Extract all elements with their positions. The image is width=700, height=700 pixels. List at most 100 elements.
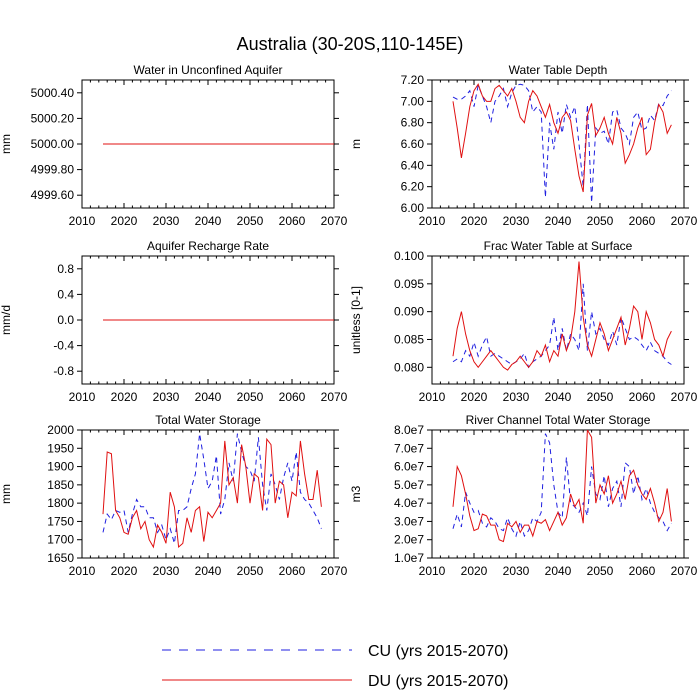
chart-river-channel-total-water-storage-title: River Channel Total Water Storage <box>466 413 651 427</box>
chart-aquifer-recharge-rate-xtick-label: 2040 <box>195 390 222 404</box>
chart-water-table-depth-ytick-label: 6.40 <box>401 158 425 172</box>
chart-aquifer-recharge-rate-title: Aquifer Recharge Rate <box>147 239 269 253</box>
chart-water-table-depth-ytick-label: 6.00 <box>401 201 425 215</box>
chart-frac-water-table-at-surface-xtick-label: 2050 <box>587 390 614 404</box>
chart-total-water-storage-ytick-label: 1850 <box>47 478 74 492</box>
chart-frac-water-table-at-surface-xtick-label: 2030 <box>503 390 530 404</box>
chart-aquifer-recharge-rate-xtick-label: 2020 <box>111 390 138 404</box>
chart-frac-water-table-at-surface-series-cu <box>452 283 672 369</box>
chart-water-table-depth-frame <box>431 79 685 209</box>
chart-river-channel-total-water-storage-ytick-label: 7.0e7 <box>394 441 424 455</box>
chart-water-table-depth-title: Water Table Depth <box>509 63 608 77</box>
chart-frac-water-table-at-surface-ytick-label: 0.095 <box>394 277 424 291</box>
chart-water-in-unconfined-aquifer-xtick-label: 2040 <box>195 214 222 228</box>
chart-water-in-unconfined-aquifer-xtick-label: 2050 <box>237 214 264 228</box>
chart-water-in-unconfined-aquifer-title: Water in Unconfined Aquifer <box>134 63 283 77</box>
chart-aquifer-recharge-rate-ytick-label: -0.8 <box>53 364 74 378</box>
chart-total-water-storage-ytick-label: 1750 <box>47 514 74 528</box>
chart-river-channel-total-water-storage-ytick-label: 1.0e7 <box>394 551 424 565</box>
legend-du-label: DU (yrs 2015-2070) <box>368 673 509 690</box>
chart-total-water-storage-ytick-label: 1900 <box>47 460 74 474</box>
chart-water-in-unconfined-aquifer-xtick-label: 2010 <box>69 214 96 228</box>
chart-water-table-depth-series-du <box>452 83 672 193</box>
chart-water-table-depth-ytick-label: 6.60 <box>401 137 425 151</box>
chart-water-in-unconfined-aquifer-xtick-label: 2060 <box>279 214 306 228</box>
chart-total-water-storage-ytick-label: 2000 <box>47 423 74 437</box>
chart-aquifer-recharge-rate-xtick-label: 2010 <box>69 390 96 404</box>
legend: CU (yrs 2015-2070) DU (yrs 2015-2070) <box>162 643 509 690</box>
chart-frac-water-table-at-surface-title: Frac Water Table at Surface <box>484 239 633 253</box>
chart-aquifer-recharge-rate-ytick-label: -0.4 <box>53 339 74 353</box>
chart-frac-water-table-at-surface-series-du <box>452 261 672 371</box>
chart-water-in-unconfined-aquifer-ytick-label: 4999.60 <box>31 188 75 202</box>
chart-aquifer-recharge-rate: Aquifer Recharge Rate mm/d 2010 2020 2030 204… <box>0 239 348 404</box>
chart-water-in-unconfined-aquifer-xtick-label: 2030 <box>153 214 180 228</box>
chart-river-channel-total-water-storage-ytick-label: 4.0e7 <box>394 496 424 510</box>
chart-aquifer-recharge-rate-xtick-label: 2030 <box>153 390 180 404</box>
chart-total-water-storage-series-cu <box>102 433 322 544</box>
chart-aquifer-recharge-rate-ytick-label: 0.0 <box>57 313 74 327</box>
chart-frac-water-table-at-surface-ytick-label: 0.085 <box>394 332 424 346</box>
chart-river-channel-total-water-storage-ytick-label: 6.0e7 <box>394 460 424 474</box>
legend-cu-label: CU (yrs 2015-2070) <box>368 643 509 660</box>
chart-river-channel-total-water-storage-xtick-label: 2060 <box>629 564 656 578</box>
chart-water-table-depth-xtick-label: 2030 <box>503 214 530 228</box>
chart-water-table-depth-xtick-label: 2020 <box>461 214 488 228</box>
chart-water-in-unconfined-aquifer-ytick-label: 5000.40 <box>31 86 75 100</box>
chart-total-water-storage-xtick-label: 2050 <box>237 564 264 578</box>
chart-frac-water-table-at-surface-xtick-label: 2060 <box>629 390 656 404</box>
chart-water-table-depth-ylabel: m <box>349 139 363 149</box>
chart-river-channel-total-water-storage-ytick-label: 3.0e7 <box>394 514 424 528</box>
chart-river-channel-total-water-storage-xtick-label: 2050 <box>587 564 614 578</box>
figure-title: Australia (30-20S,110-145E) <box>237 34 464 54</box>
chart-total-water-storage-xtick-label: 2070 <box>321 564 348 578</box>
chart-aquifer-recharge-rate-xtick-label: 2060 <box>279 390 306 404</box>
chart-total-water-storage-xtick-label: 2060 <box>279 564 306 578</box>
chart-total-water-storage-ylabel: mm <box>0 484 13 504</box>
chart-total-water-storage-ytick-label: 1700 <box>47 533 74 547</box>
chart-frac-water-table-at-surface-xtick-label: 2020 <box>461 390 488 404</box>
chart-water-table-depth: Water Table Depth m 2010 2020 2030 2040 2050 20… <box>349 63 698 228</box>
chart-water-table-depth-ytick-label: 6.80 <box>401 116 425 130</box>
chart-total-water-storage-xtick-label: 2040 <box>195 564 222 578</box>
chart-river-channel-total-water-storage-xtick-label: 2020 <box>461 564 488 578</box>
chart-river-channel-total-water-storage-xtick-label: 2040 <box>545 564 572 578</box>
chart-aquifer-recharge-rate-xtick-label: 2070 <box>321 390 348 404</box>
chart-frac-water-table-at-surface-xtick-label: 2040 <box>545 390 572 404</box>
chart-water-table-depth-ytick-label: 7.20 <box>401 73 425 87</box>
chart-water-table-depth-ytick-label: 7.00 <box>401 94 425 108</box>
chart-aquifer-recharge-rate-ylabel: mm/d <box>0 305 13 335</box>
chart-water-table-depth-xtick-label: 2070 <box>671 214 698 228</box>
chart-frac-water-table-at-surface-frame <box>431 255 685 385</box>
chart-aquifer-recharge-rate-ytick-label: 0.4 <box>57 287 74 301</box>
chart-frac-water-table-at-surface-ytick-label: 0.080 <box>394 360 424 374</box>
chart-water-in-unconfined-aquifer-xtick-label: 2070 <box>321 214 348 228</box>
chart-total-water-storage-ytick-label: 1800 <box>47 496 74 510</box>
chart-frac-water-table-at-surface: Frac Water Table at Surface unitless [0-1… <box>349 239 698 404</box>
chart-river-channel-total-water-storage-ytick-label: 5.0e7 <box>394 478 424 492</box>
chart-water-in-unconfined-aquifer-ytick-label: 5000.00 <box>31 137 75 151</box>
chart-total-water-storage-title: Total Water Storage <box>155 413 261 427</box>
chart-river-channel-total-water-storage: River Channel Total Water Storage m3 2010 2… <box>349 413 698 578</box>
chart-river-channel-total-water-storage-series-cu <box>452 433 672 538</box>
chart-water-table-depth-xtick-label: 2010 <box>419 214 446 228</box>
chart-water-in-unconfined-aquifer-xtick-label: 2020 <box>111 214 138 228</box>
chart-water-in-unconfined-aquifer-ytick-label: 4999.80 <box>31 163 75 177</box>
chart-river-channel-total-water-storage-xtick-label: 2070 <box>671 564 698 578</box>
chart-water-table-depth-xtick-label: 2040 <box>545 214 572 228</box>
chart-water-table-depth-xtick-label: 2050 <box>587 214 614 228</box>
chart-frac-water-table-at-surface-xtick-label: 2010 <box>419 390 446 404</box>
chart-river-channel-total-water-storage-ytick-label: 2.0e7 <box>394 533 424 547</box>
chart-river-channel-total-water-storage-ylabel: m3 <box>349 485 363 502</box>
chart-river-channel-total-water-storage-ytick-label: 8.0e7 <box>394 423 424 437</box>
chart-total-water-storage-xtick-label: 2020 <box>111 564 138 578</box>
chart-total-water-storage-xtick-label: 2010 <box>69 564 96 578</box>
panels: Water in Unconfined Aquifer mm 2010 2020 203… <box>0 63 698 578</box>
chart-water-table-depth-series-cu <box>452 83 672 203</box>
chart-water-in-unconfined-aquifer: Water in Unconfined Aquifer mm 2010 2020 203… <box>0 63 348 228</box>
chart-total-water-storage-ytick-label: 1950 <box>47 441 74 455</box>
chart-frac-water-table-at-surface-xtick-label: 2070 <box>671 390 698 404</box>
chart-frac-water-table-at-surface-ylabel: unitless [0-1] <box>349 286 363 354</box>
